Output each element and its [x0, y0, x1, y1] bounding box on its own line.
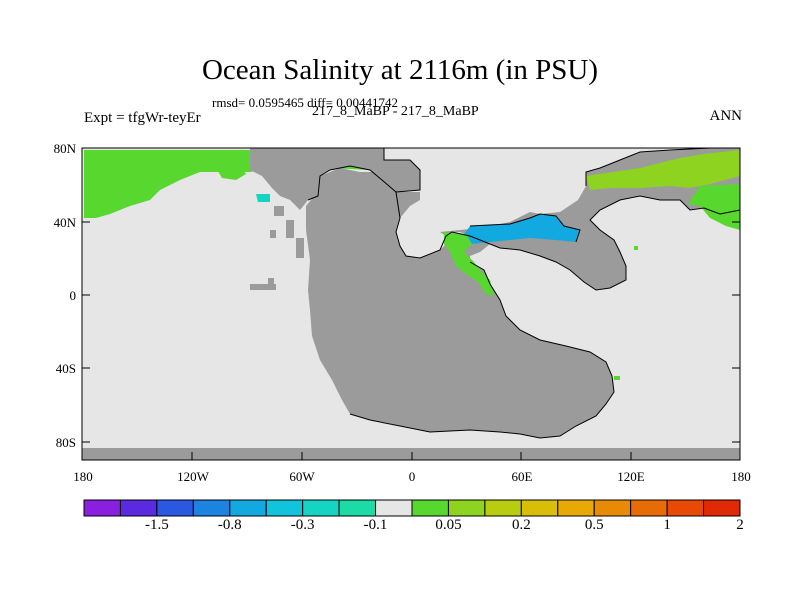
lon-label: 60W: [289, 469, 315, 484]
colorbar-swatch: [302, 499, 340, 517]
anomaly-pacific-nw: [688, 184, 740, 230]
lat-label: 40N: [53, 215, 76, 230]
lon-label: 60E: [511, 469, 533, 484]
coastline: [349, 261, 615, 439]
colorbar-label: -1.5: [145, 517, 169, 533]
colorbar-label: 0.5: [584, 517, 604, 533]
lon-label: 120E: [617, 469, 645, 484]
island: [268, 278, 274, 284]
colorbar-label: 0.2: [511, 517, 531, 533]
colorbar-label: -0.1: [363, 517, 388, 533]
colorbar-swatch: [630, 499, 668, 517]
lat-label: 80N: [53, 141, 76, 156]
colorbar-label: -0.3: [290, 517, 315, 533]
coastline: [585, 147, 711, 186]
anomaly-tethys: [460, 214, 580, 244]
anomaly-labrador: [256, 194, 270, 202]
colorbar-swatch: [666, 499, 705, 517]
colorbar-swatch: [557, 499, 595, 517]
colorbar-swatch: [593, 499, 632, 517]
land-antarctica: [82, 448, 740, 460]
colorbar-swatch: [703, 499, 741, 517]
anomaly-red-sea: [444, 232, 494, 296]
colorbar: [83, 499, 741, 517]
colorbar-swatch: [411, 499, 449, 517]
colorbar-swatch: [119, 499, 158, 517]
coastline: [307, 148, 421, 201]
lat-label: 80S: [55, 435, 76, 450]
colorbar-swatch: [156, 499, 194, 517]
colorbar-label: 1: [663, 517, 671, 533]
lon-label: 180: [731, 469, 751, 484]
coastline: [395, 191, 741, 291]
experiment-label: Expt = tfgWr-teyEr: [84, 110, 201, 126]
land-main-continent: [306, 168, 614, 438]
colorbar-swatch: [484, 499, 522, 517]
land-americas: [250, 148, 420, 210]
island: [580, 256, 590, 272]
colorbar-swatch: [265, 499, 304, 517]
stats-text: rmsd= 0.0595465 diff= 0.00441742: [212, 95, 398, 110]
lon-ticks: [191, 452, 632, 460]
colorbar-label: -0.8: [217, 517, 242, 533]
colorbar-label: 2: [736, 517, 744, 533]
colorbar-swatch: [229, 499, 267, 517]
map-frame: [81, 147, 741, 461]
anomaly-arctic-asia: [586, 150, 740, 190]
lat-label: 0: [69, 288, 77, 303]
colorbar-swatch: [83, 499, 121, 517]
colorbar-swatch: [192, 499, 231, 517]
lat-ticks: [82, 147, 740, 443]
colorbar-swatch: [447, 499, 486, 517]
cases-label: 217_8_MaBP - 217_8_MaBP: [312, 104, 479, 119]
lon-label: 180: [73, 469, 93, 484]
season-label: ANN: [709, 108, 743, 124]
island: [286, 220, 294, 238]
island: [614, 376, 620, 380]
colorbar-label: 0.05: [435, 517, 462, 533]
lon-label: 0: [408, 469, 416, 484]
lat-label: 40S: [55, 361, 76, 376]
island: [250, 284, 276, 290]
colorbar-swatch: [338, 499, 377, 517]
island: [634, 246, 638, 250]
colorbar-swatch: [520, 499, 559, 517]
island: [270, 230, 276, 238]
island: [274, 206, 284, 216]
lon-label: 120W: [177, 469, 209, 484]
anomaly-baffin: [215, 166, 246, 180]
island: [296, 238, 304, 258]
colorbar-swatch: [375, 499, 413, 517]
chart-title: Ocean Salinity at 2116m (in PSU): [201, 54, 599, 86]
coastline: [469, 213, 581, 243]
